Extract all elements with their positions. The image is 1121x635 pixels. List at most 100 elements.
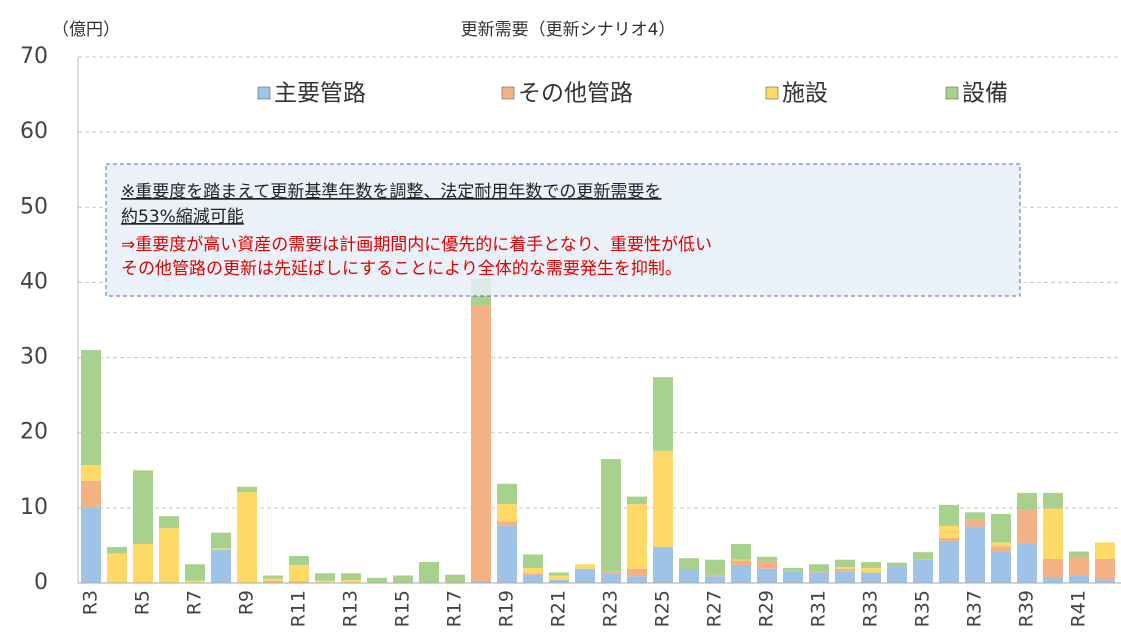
x-tick-label: R25 bbox=[652, 590, 674, 627]
bar-segment bbox=[81, 507, 101, 583]
y-tick-label: 10 bbox=[20, 495, 48, 520]
bar-segment bbox=[263, 578, 283, 581]
bar-segment bbox=[939, 525, 959, 538]
y-tick-label: 40 bbox=[20, 269, 48, 294]
bar-segment bbox=[1043, 492, 1063, 509]
x-tick-label: R29 bbox=[756, 590, 778, 627]
bar-segment bbox=[1043, 508, 1063, 559]
bar-segment bbox=[835, 568, 855, 572]
y-tick-label: 30 bbox=[20, 345, 48, 370]
bar-segment bbox=[809, 572, 829, 583]
bar-segment bbox=[991, 542, 1011, 547]
bar-segment bbox=[679, 569, 699, 583]
bar-segment bbox=[497, 525, 517, 583]
y-tick-label: 70 bbox=[20, 44, 48, 69]
bar-segment bbox=[289, 564, 309, 582]
bar-segment bbox=[523, 573, 543, 575]
bar-segment bbox=[783, 571, 803, 583]
bar-segment bbox=[705, 574, 725, 577]
bar-segment bbox=[653, 546, 673, 583]
legend-label: 施設 bbox=[782, 81, 828, 107]
bar-segment bbox=[315, 580, 335, 583]
bar-segment bbox=[731, 543, 751, 560]
x-tick-label: R31 bbox=[808, 590, 830, 627]
bar-segment bbox=[211, 549, 231, 583]
legend-label: 設備 bbox=[962, 81, 1008, 107]
bar-segment bbox=[939, 540, 959, 583]
bar-segment bbox=[1095, 579, 1115, 583]
bar-segment bbox=[835, 559, 855, 568]
bar-segment bbox=[601, 571, 621, 574]
bar-segment bbox=[991, 546, 1011, 552]
bar-segment bbox=[731, 559, 751, 561]
bar-segment bbox=[263, 575, 283, 579]
bar-segment bbox=[757, 568, 777, 583]
bar-segment bbox=[913, 552, 933, 560]
bar-segment bbox=[523, 567, 543, 574]
bar-segment bbox=[809, 571, 829, 573]
bar-segment bbox=[575, 568, 595, 583]
x-tick-label: R41 bbox=[1068, 590, 1090, 627]
bar-segment bbox=[1095, 542, 1115, 559]
bar-segment bbox=[835, 571, 855, 583]
bar-segment bbox=[601, 459, 621, 572]
bar-segment bbox=[1017, 510, 1037, 544]
bar-segment bbox=[497, 521, 517, 526]
bar-segment bbox=[783, 570, 803, 572]
legend-label: 主要管路 bbox=[274, 81, 366, 107]
bar-segment bbox=[601, 573, 621, 583]
bar-segment bbox=[211, 532, 231, 549]
x-tick-label: R9 bbox=[236, 590, 258, 615]
chart-title: 更新需要（更新シナリオ4） bbox=[461, 20, 676, 40]
bar-segment bbox=[783, 567, 803, 571]
annotation-box bbox=[105, 163, 1021, 297]
bar-segment bbox=[393, 575, 413, 583]
bar-segment bbox=[549, 575, 569, 580]
bar-segment bbox=[965, 519, 985, 527]
legend-swatch bbox=[945, 86, 959, 100]
annotation-text: 約53%縮減可能 bbox=[121, 207, 244, 227]
bar-segment bbox=[653, 377, 673, 451]
x-tick-label: R17 bbox=[444, 590, 466, 627]
legend-swatch bbox=[765, 86, 779, 100]
bar-segment bbox=[471, 581, 491, 583]
bar-segment bbox=[497, 504, 517, 522]
bar-segment bbox=[1095, 558, 1115, 580]
bar-segment bbox=[1043, 576, 1063, 583]
bar-segment bbox=[991, 551, 1011, 583]
legend-swatch bbox=[501, 86, 515, 100]
bar-segment bbox=[419, 561, 439, 583]
bar-segment bbox=[1017, 543, 1037, 583]
bar-segment bbox=[757, 556, 777, 562]
bar-segment bbox=[497, 483, 517, 505]
bar-segment bbox=[991, 513, 1011, 543]
y-tick-label: 0 bbox=[34, 570, 48, 595]
bar-segment bbox=[835, 567, 855, 569]
bar-segment bbox=[705, 559, 725, 575]
bar-segment bbox=[913, 559, 933, 583]
bar-segment bbox=[289, 581, 309, 583]
bar-segment bbox=[107, 546, 127, 554]
bar-segment bbox=[731, 560, 751, 565]
bar-segment bbox=[575, 564, 595, 569]
bar-segment bbox=[809, 564, 829, 572]
x-tick-label: R5 bbox=[132, 590, 154, 615]
bar-segment bbox=[263, 580, 283, 583]
x-tick-label: R33 bbox=[860, 590, 882, 627]
bar-segment bbox=[81, 480, 101, 508]
bar-segment bbox=[237, 492, 257, 583]
annotation-text: その他管路の更新は先延ばしにすることにより全体的な需要発生を抑制。 bbox=[121, 259, 682, 279]
bar-segment bbox=[185, 564, 205, 581]
x-tick-label: R37 bbox=[964, 590, 986, 627]
bar-segment bbox=[549, 572, 569, 576]
x-tick-label: R7 bbox=[184, 590, 206, 615]
y-tick-label: 20 bbox=[20, 420, 48, 445]
bar-segment bbox=[887, 562, 907, 567]
bar-segment bbox=[237, 486, 257, 493]
y-tick-label: 50 bbox=[20, 194, 48, 219]
bar-segment bbox=[523, 554, 543, 568]
bar-segment bbox=[341, 573, 361, 580]
bar-segment bbox=[1069, 575, 1089, 583]
bar-segment bbox=[133, 543, 153, 583]
